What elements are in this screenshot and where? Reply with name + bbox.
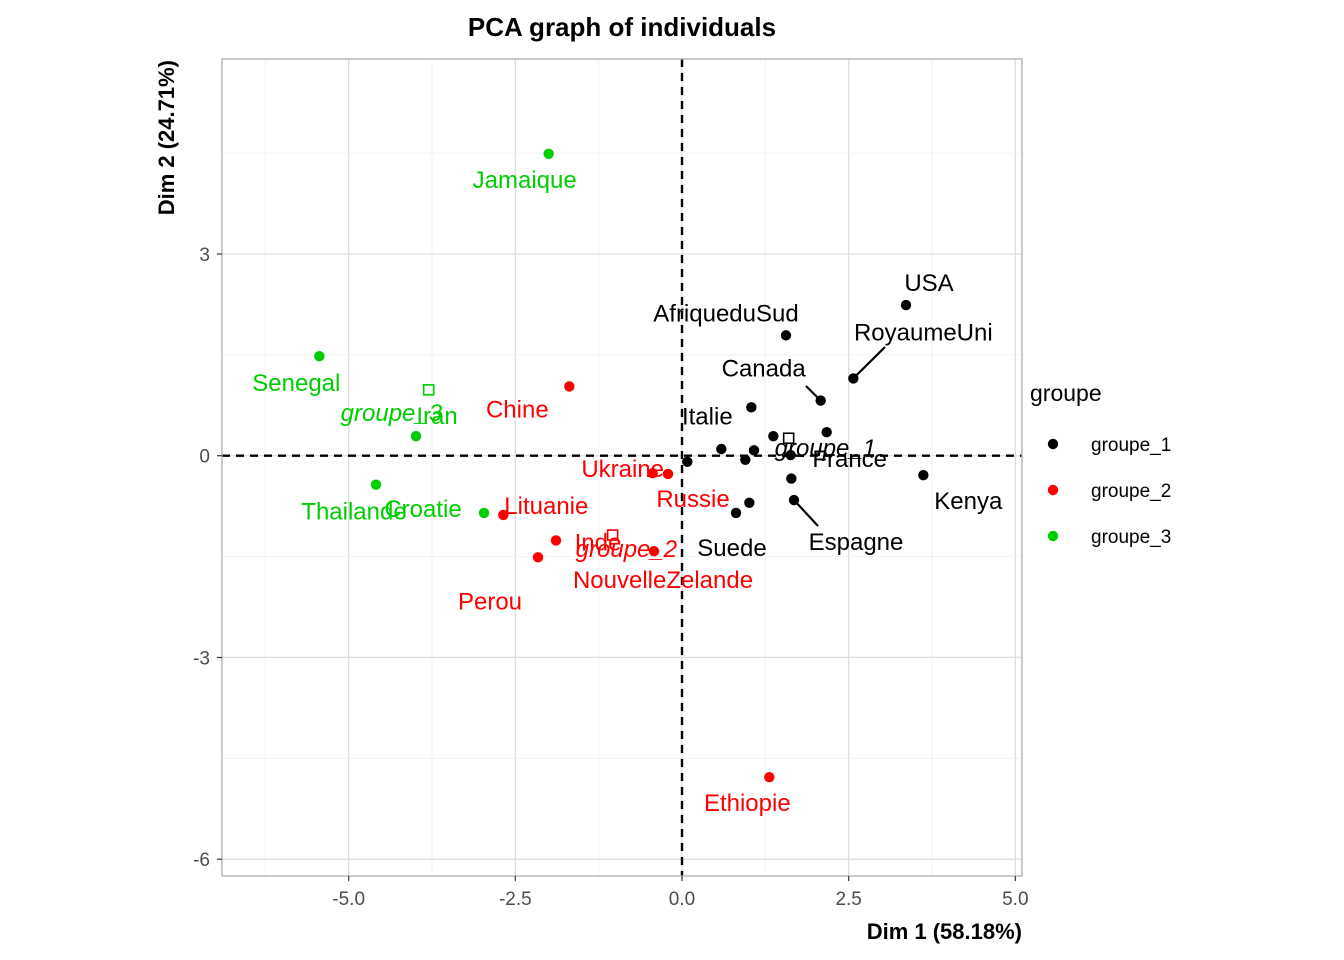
- legend-label: groupe_2: [1091, 481, 1171, 502]
- point-label: Italie: [682, 403, 733, 430]
- y-tick-label: 0: [199, 447, 210, 468]
- centroid-marker: [606, 529, 619, 541]
- legend-key: [1047, 484, 1059, 496]
- centroid-marker: [422, 384, 435, 396]
- legend: groupe groupe_1 groupe_2 groupe_3: [1030, 380, 1171, 548]
- data-point: [768, 431, 779, 442]
- data-point: [682, 456, 693, 467]
- point-label: Iran: [416, 403, 457, 430]
- centroid-label: groupe_3: [341, 400, 443, 427]
- point-label: Chine: [486, 396, 549, 423]
- legend-key: [1047, 438, 1059, 450]
- legend-label: groupe_3: [1091, 527, 1171, 548]
- point-label: Canada: [722, 356, 807, 383]
- data-point: [900, 299, 912, 311]
- data-point: [478, 507, 490, 519]
- x-axis-title: Dim 1 (58.18%): [867, 919, 1022, 944]
- point-label: Espagne: [809, 529, 904, 556]
- data-point: [564, 381, 575, 392]
- data-point: [748, 445, 760, 456]
- reference-lines: [222, 59, 1022, 876]
- data-point: [764, 771, 775, 783]
- point-label: USA: [904, 270, 953, 297]
- data-point: [788, 494, 800, 506]
- data-point: [647, 468, 658, 479]
- point-label: Thailande: [301, 499, 406, 526]
- data-point: [780, 330, 792, 341]
- data-point: [740, 454, 751, 465]
- centroid-label: groupe_2: [576, 536, 677, 563]
- centroid-marker: [782, 432, 795, 445]
- point-label: Kenya: [934, 488, 1003, 515]
- grid: [222, 59, 1022, 876]
- data-point: [550, 535, 562, 546]
- point-label: Croatie: [384, 496, 461, 523]
- data-point: [716, 443, 727, 455]
- data-point: [410, 431, 422, 442]
- x-axis-ticks: -5.0 -2.5 0.0 2.5 5.0: [332, 876, 1029, 910]
- point-label: Jamaique: [473, 167, 577, 194]
- point-label: Ethiopie: [704, 790, 791, 817]
- x-tick-label: 5.0: [1002, 889, 1028, 910]
- y-axis-ticks: -6 -3 0 3: [193, 245, 222, 871]
- point-label: France: [812, 446, 887, 473]
- point-label: Perou: [458, 588, 522, 615]
- point-label: AfriqueduSud: [653, 300, 798, 327]
- point-label: Ukraine: [581, 456, 664, 483]
- y-axis-title: Dim 2 (24.71%): [154, 60, 179, 215]
- data-point: [543, 148, 554, 160]
- label-connector: [852, 346, 886, 380]
- x-tick-label: -2.5: [499, 889, 532, 910]
- data-points: [314, 148, 929, 783]
- data-point: [785, 449, 796, 461]
- data-point: [744, 497, 755, 509]
- point-label: Russie: [656, 486, 729, 513]
- x-tick-label: -5.0: [332, 889, 365, 910]
- point-label: Suede: [697, 535, 766, 562]
- point-labels: USA AfriqueduSud RoyaumeUni Canada Italie Fra…: [252, 167, 1003, 817]
- x-tick-label: 0.0: [669, 889, 695, 910]
- chart-title: PCA graph of individuals: [468, 12, 776, 42]
- data-point: [746, 402, 757, 413]
- point-label: Lituanie: [504, 493, 588, 520]
- label-connector: [793, 499, 819, 527]
- legend-key: [1047, 530, 1059, 542]
- x-tick-label: 2.5: [835, 889, 861, 910]
- data-point: [821, 426, 832, 438]
- data-point: [730, 507, 742, 519]
- legend-label: groupe_1: [1091, 435, 1171, 456]
- data-point: [918, 470, 929, 481]
- data-point: [370, 479, 382, 490]
- data-point: [648, 546, 660, 557]
- data-point: [532, 552, 544, 563]
- y-tick-label: 3: [199, 245, 210, 266]
- data-point: [786, 473, 797, 484]
- data-point: [662, 468, 674, 480]
- point-label: RoyaumeUni: [854, 319, 993, 346]
- legend-title: groupe: [1030, 380, 1102, 406]
- y-tick-label: -3: [193, 648, 210, 669]
- point-label: Senegal: [252, 370, 340, 397]
- panel-border: [221, 58, 1023, 877]
- data-point: [848, 373, 859, 384]
- point-label: NouvelleZelande: [573, 567, 753, 594]
- point-label: Inde: [575, 529, 622, 556]
- data-point: [815, 395, 826, 406]
- y-tick-label: -6: [193, 850, 210, 871]
- data-point: [498, 509, 509, 521]
- data-point: [314, 351, 325, 362]
